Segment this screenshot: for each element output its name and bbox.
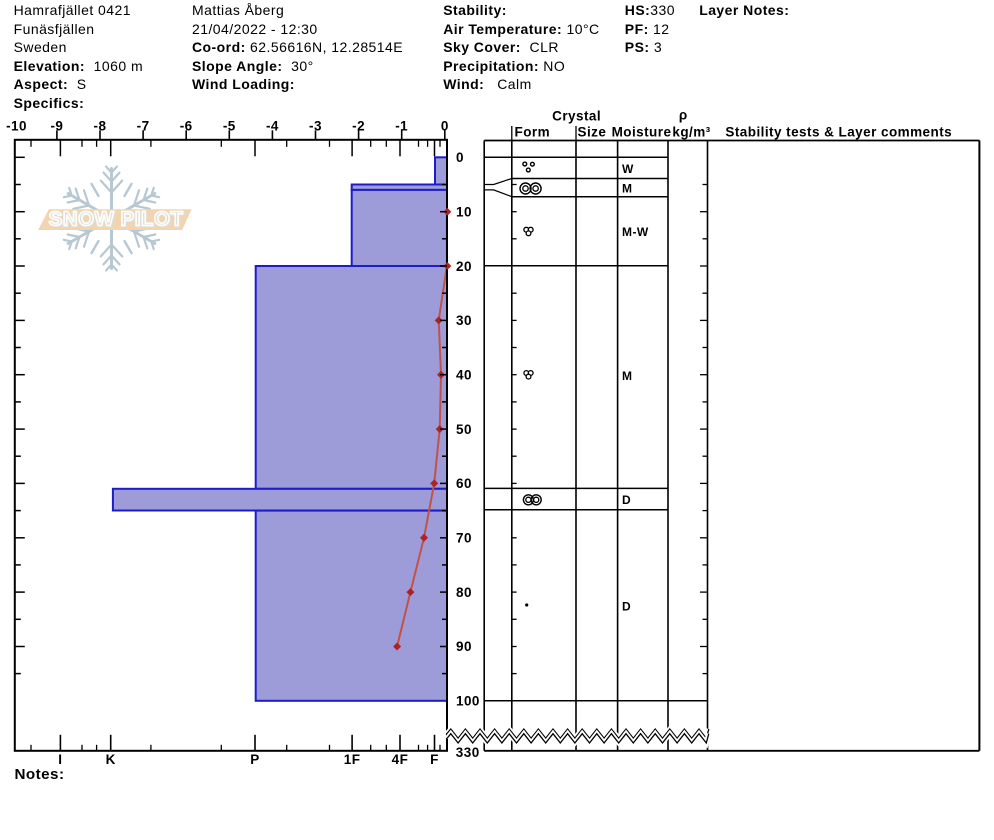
svg-text:Size: Size (577, 125, 606, 140)
svg-text:40: 40 (456, 368, 472, 383)
svg-text:-10: -10 (6, 118, 27, 133)
svg-text:30: 30 (456, 313, 472, 328)
svg-text:Crystal: Crystal (552, 109, 601, 124)
svg-text:-6: -6 (180, 118, 193, 133)
svg-text:80: 80 (456, 585, 472, 600)
svg-text:-4: -4 (266, 118, 279, 133)
svg-text:Moisture: Moisture (612, 125, 672, 140)
svg-text:P: P (250, 752, 259, 767)
svg-text:-1: -1 (395, 118, 408, 133)
svg-text:SNOW PILOT: SNOW PILOT (49, 208, 184, 231)
svg-text:I: I (58, 752, 62, 767)
svg-text:W: W (622, 162, 634, 176)
svg-text:Form: Form (515, 125, 551, 140)
svg-text:Stability tests & Layer commen: Stability tests & Layer comments (725, 125, 952, 140)
svg-text:20: 20 (456, 259, 472, 274)
svg-text:330: 330 (456, 745, 480, 760)
svg-text:100: 100 (456, 694, 480, 709)
svg-text:60: 60 (456, 476, 472, 491)
svg-text:-5: -5 (223, 118, 236, 133)
svg-text:Notes:: Notes: (15, 766, 65, 783)
svg-text:kg/m³: kg/m³ (672, 125, 710, 140)
svg-text:0: 0 (456, 150, 464, 165)
svg-text:D: D (622, 493, 631, 507)
svg-text:4F: 4F (392, 752, 409, 767)
svg-text:0: 0 (441, 118, 449, 133)
svg-text:M: M (622, 182, 632, 196)
svg-text:10: 10 (456, 205, 472, 220)
svg-text:-7: -7 (137, 118, 150, 133)
svg-text:M-W: M-W (622, 225, 649, 239)
svg-text:D: D (622, 599, 631, 613)
svg-text:1F: 1F (344, 752, 361, 767)
svg-text:50: 50 (456, 422, 472, 437)
svg-text:K: K (106, 752, 116, 767)
svg-text:M: M (622, 369, 632, 383)
svg-text:ρ: ρ (679, 107, 688, 122)
svg-text:90: 90 (456, 639, 472, 654)
svg-text:-8: -8 (94, 118, 107, 133)
svg-text:SNOW PILOT: SNOW PILOT (50, 209, 185, 232)
svg-text:F: F (430, 752, 439, 767)
svg-text:70: 70 (456, 531, 472, 546)
svg-text:-9: -9 (50, 118, 63, 133)
svg-text:-3: -3 (309, 118, 322, 133)
svg-text:-2: -2 (352, 118, 365, 133)
